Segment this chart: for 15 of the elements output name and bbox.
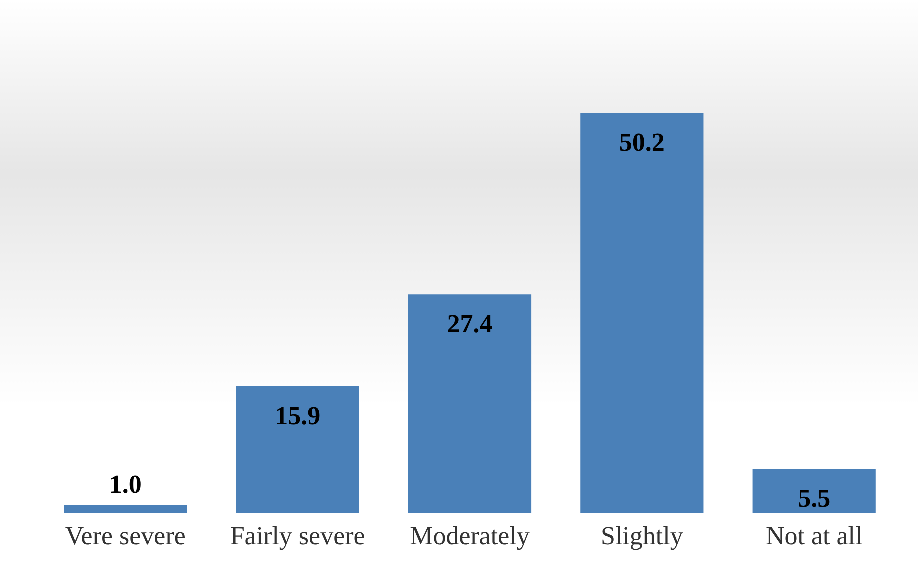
data-label: 15.9	[275, 401, 321, 430]
bar	[752, 469, 876, 513]
data-label: 5.5	[798, 484, 831, 514]
x-tick-label: Moderately	[410, 522, 530, 550]
data-label: 1.0	[109, 470, 142, 500]
bar	[580, 113, 704, 513]
bar	[236, 386, 360, 513]
bar	[408, 294, 532, 513]
x-tick-label: Slightly	[600, 522, 684, 550]
bar	[64, 505, 188, 513]
data-label: 27.4	[447, 310, 493, 339]
x-tick-label: Vere severe	[65, 522, 186, 550]
x-tick-label: Fairly severe	[230, 522, 366, 550]
x-tick-label: Not at all	[766, 522, 863, 550]
data-label: 50.2	[619, 128, 665, 157]
